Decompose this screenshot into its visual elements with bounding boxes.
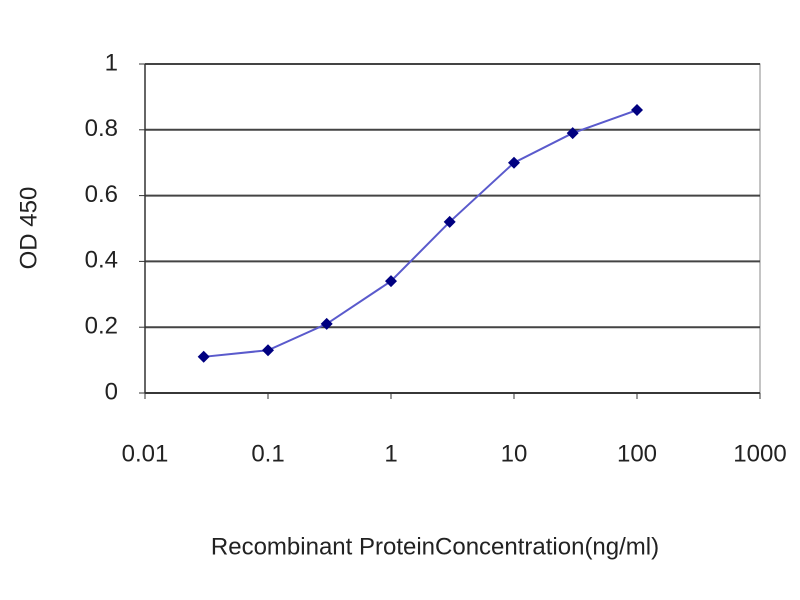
x-tick-label: 10 xyxy=(501,440,528,467)
x-axis-label: Recombinant ProteinConcentration(ng/ml) xyxy=(211,533,659,560)
y-tick-label: 0.2 xyxy=(85,313,118,340)
x-tick-label: 1 xyxy=(384,440,397,467)
data-line xyxy=(203,109,638,358)
plot-area xyxy=(144,63,761,394)
data-marker xyxy=(443,215,456,228)
x-tick-label: 100 xyxy=(617,440,657,467)
data-marker xyxy=(631,104,643,117)
data-marker xyxy=(508,156,520,169)
data-marker xyxy=(320,317,333,330)
y-tick-label: 0.6 xyxy=(85,181,118,208)
y-tick-label: 0.8 xyxy=(85,115,118,142)
data-marker xyxy=(262,344,274,357)
x-tick-label: 0.01 xyxy=(122,440,169,467)
data-marker xyxy=(566,127,579,140)
x-tick-label: 0.1 xyxy=(251,440,284,467)
y-axis-label: OD 450 xyxy=(15,187,42,270)
data-marker xyxy=(385,275,397,288)
y-tick-label: 0.4 xyxy=(85,247,118,274)
y-tick-label: 0 xyxy=(105,378,118,405)
x-tick-label: 1000 xyxy=(733,440,786,467)
y-tick-label: 1 xyxy=(105,49,118,76)
data-marker xyxy=(197,350,210,363)
